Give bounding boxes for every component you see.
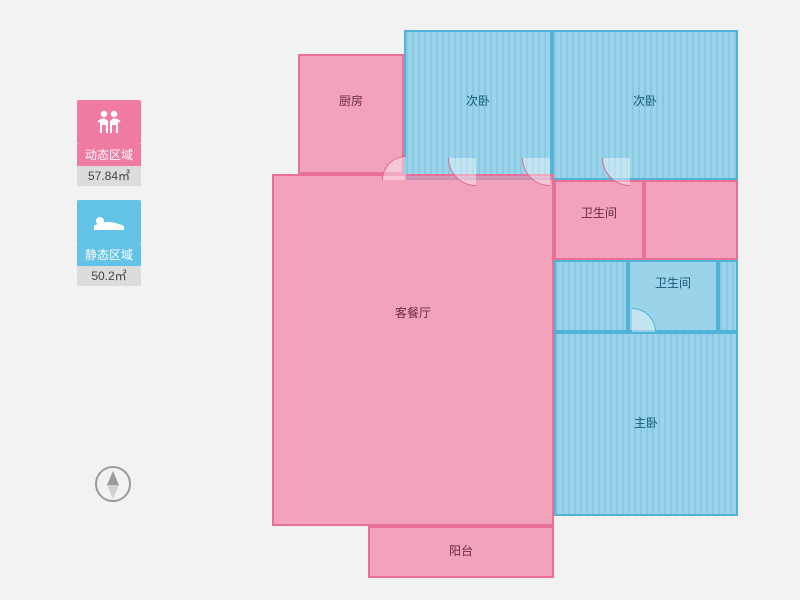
room-label: 客餐厅 (395, 176, 431, 321)
compass-icon (95, 466, 131, 502)
room-label: 次卧 (466, 32, 490, 109)
room-bed2b: 次卧 (552, 30, 738, 180)
room-living: 客餐厅 (272, 174, 554, 526)
room-master: 主卧 (554, 332, 738, 516)
legend-dynamic-title-text: 动态区域 (85, 148, 133, 162)
room-label: 厨房 (339, 56, 363, 109)
room-label: 次卧 (633, 32, 657, 109)
legend-dynamic: 动态区域 57.84㎡ (77, 100, 141, 186)
room-label: 阳台 (449, 528, 473, 559)
legend-static-title-text: 静态区域 (85, 248, 133, 262)
room-label: 卫生间 (581, 182, 617, 221)
floorplan-canvas: 动态区域 57.84㎡ 静态区域 50.2㎡ 厨房次卧次卧客餐厅卫生间卫生间主卧… (0, 0, 800, 600)
room-corridor (644, 180, 738, 260)
legend-static-value: 50.2㎡ (77, 266, 141, 286)
room-label: 卫生间 (655, 262, 691, 291)
room-upper_bath: 卫生间 (554, 180, 644, 260)
legend-static: 静态区域 50.2㎡ (77, 200, 141, 286)
room-balcony: 阳台 (368, 526, 554, 578)
legend-dynamic-value-text: 57.84㎡ (88, 169, 130, 183)
legend-dynamic-title: 动态区域 (77, 144, 141, 166)
legend-dynamic-value: 57.84㎡ (77, 166, 141, 186)
room-label: 主卧 (634, 334, 658, 431)
legend-static-title: 静态区域 (77, 244, 141, 266)
sleep-icon (77, 200, 141, 244)
people-icon (77, 100, 141, 144)
room-master_up (554, 260, 628, 332)
room-right_strip (718, 260, 738, 332)
room-kitchen: 厨房 (298, 54, 404, 174)
floor-plan: 厨房次卧次卧客餐厅卫生间卫生间主卧阳台 (272, 22, 738, 578)
legend-static-value-text: 50.2㎡ (91, 269, 126, 283)
